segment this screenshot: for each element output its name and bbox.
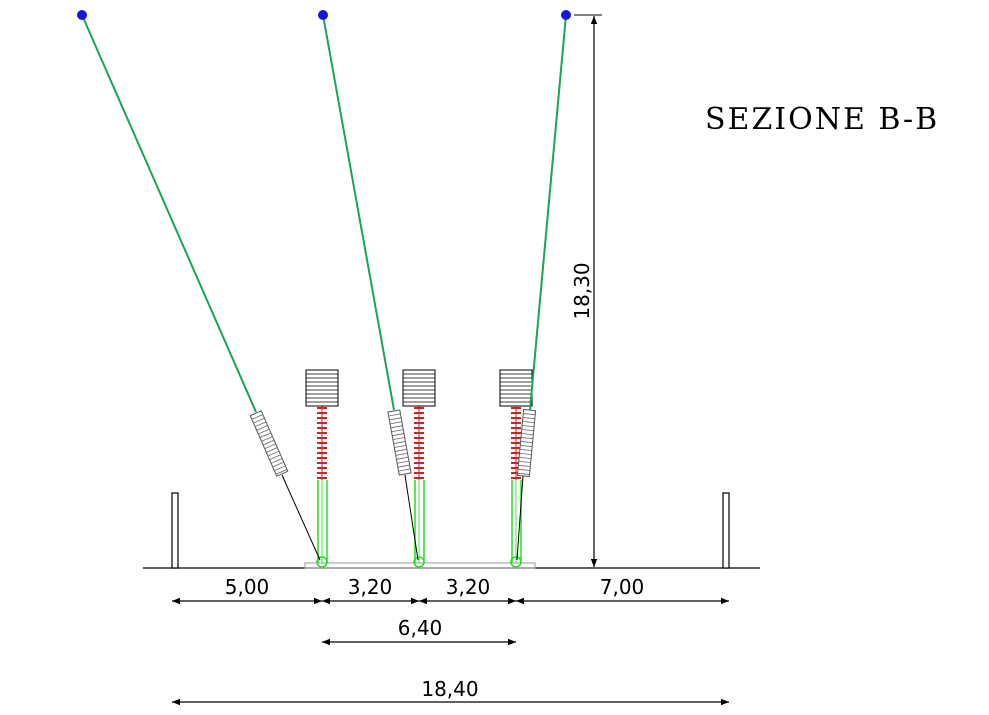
insulator-stack-2 [414,402,424,480]
conductor-3 [516,10,571,561]
conductor-2 [318,10,419,561]
height-label: 18,30 [570,262,594,319]
dim-segment-1: 5,00 [225,575,270,599]
phase-support-3 [499,369,533,568]
phase-span-dimension: 6,40 [322,616,516,646]
total-width-label: 18,40 [421,677,478,701]
fence-post-left [171,492,179,569]
tension-insulator-3 [516,409,537,477]
isolator-head-3 [499,369,533,407]
anchor-point-2 [318,10,328,20]
phase-support-2 [402,369,436,568]
isolator-head-2 [402,369,436,407]
tension-insulator-1 [249,410,289,477]
phase-support-1 [305,369,339,568]
phase-span-label: 6,40 [398,616,443,640]
height-dimension: 18,30 [570,14,602,567]
tension-insulator-2 [387,409,412,476]
anchor-point-3 [561,10,571,20]
fence-post-right [722,492,730,569]
foundation-slab [304,562,536,569]
dim-segment-3: 3,20 [446,575,491,599]
isolator-head-1 [305,369,339,407]
dimension-chain: 5,00 3,20 3,20 7,00 [172,575,729,605]
insulator-stack-1 [317,402,327,480]
section-title: SEZIONE B-B [705,102,939,137]
anchor-point-1 [77,10,87,20]
insulator-stack-3 [511,402,521,480]
conductor-1 [77,10,321,561]
total-width-dimension: 18,40 [172,677,729,706]
dim-segment-4: 7,00 [600,575,645,599]
dim-segment-2: 3,20 [348,575,393,599]
